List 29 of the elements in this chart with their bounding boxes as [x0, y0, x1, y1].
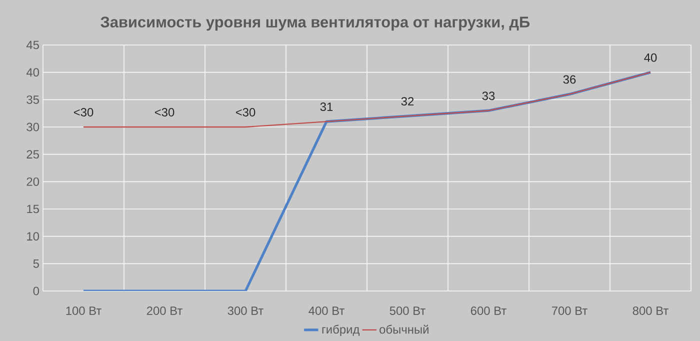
y-tick-label: 25 [26, 150, 39, 159]
y-tick-label: 5 [33, 260, 39, 268]
x-tick-label: 800 Вт [632, 306, 668, 315]
data-label: 31 [320, 102, 333, 112]
x-tick-label: 700 Вт [552, 306, 588, 315]
y-tick-label: 35 [26, 95, 39, 104]
data-label: <30 [236, 108, 256, 116]
x-tick-label: 500 Вт [390, 306, 426, 315]
legend-label: обычный [380, 324, 428, 334]
y-tick-label: 10 [27, 232, 40, 241]
y-tick-label: 20 [26, 177, 40, 186]
y-tick-label: 45 [26, 40, 39, 50]
data-label: 33 [482, 92, 495, 100]
y-tick-label: 40 [26, 68, 40, 77]
x-tick-label: 400 Вт [308, 306, 344, 315]
y-tick-label: 15 [27, 204, 39, 214]
y-tick-label: 0 [33, 286, 40, 296]
data-label: 40 [644, 53, 657, 62]
data-label: <30 [74, 108, 94, 116]
data-label: 32 [401, 97, 414, 106]
chart-title: Зависимость уровня шума вентилятора от нагрузки, дБ [100, 16, 530, 31]
y-tick-label: 30 [26, 122, 40, 132]
data-label: 36 [563, 75, 576, 84]
x-tick-label: 600 Вт [470, 306, 506, 315]
x-tick-label: 100 Вт [66, 306, 102, 315]
x-tick-label: 200 Вт [146, 306, 182, 315]
legend-label: гибрид [322, 324, 360, 336]
x-tick-label: 300 Вт [228, 306, 264, 315]
data-label: <30 [154, 108, 174, 116]
